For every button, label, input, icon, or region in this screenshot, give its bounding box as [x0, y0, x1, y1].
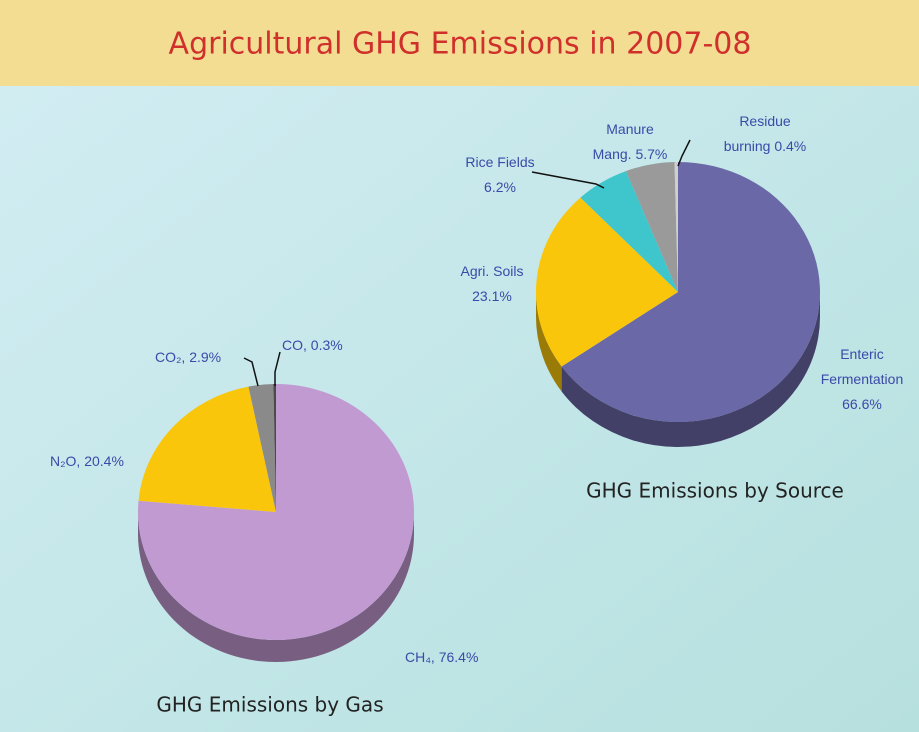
- pie-slice: [273, 384, 276, 512]
- pie-title: GHG Emissions by Source: [586, 479, 844, 503]
- chart-title: Agricultural GHG Emissions in 2007-08: [169, 27, 752, 62]
- data-label: Agri. Soils 23.1%: [460, 263, 523, 304]
- pie-slice: [674, 162, 678, 292]
- pie-slice: [248, 384, 276, 512]
- pie-slice: [561, 162, 820, 422]
- data-label: Enteric Fermentation 66.6%: [821, 346, 903, 412]
- pie-slice: [580, 171, 678, 292]
- data-label: Manure Mang. 5.7%: [593, 121, 668, 162]
- data-label: CO, 0.3%: [282, 337, 343, 353]
- header-band: [0, 0, 919, 86]
- data-label: Residue burning 0.4%: [724, 113, 807, 154]
- pie-side: [561, 292, 820, 447]
- data-label: N₂O, 20.4%: [50, 453, 124, 469]
- data-label: CH₄, 76.4%: [405, 649, 478, 665]
- data-label: Rice Fields 6.2%: [465, 154, 534, 195]
- pie-slice: [138, 386, 276, 512]
- pie-slice: [625, 162, 678, 292]
- pie-slice: [536, 197, 678, 367]
- leader-line: [677, 139, 691, 167]
- data-label: CO₂, 2.9%: [155, 349, 221, 365]
- leader-line: [531, 171, 605, 189]
- leader-line: [243, 357, 259, 387]
- pie-side: [536, 292, 562, 392]
- pie-title: GHG Emissions by Gas: [156, 693, 383, 717]
- pie-side: [138, 512, 414, 662]
- leader-line: [274, 351, 281, 386]
